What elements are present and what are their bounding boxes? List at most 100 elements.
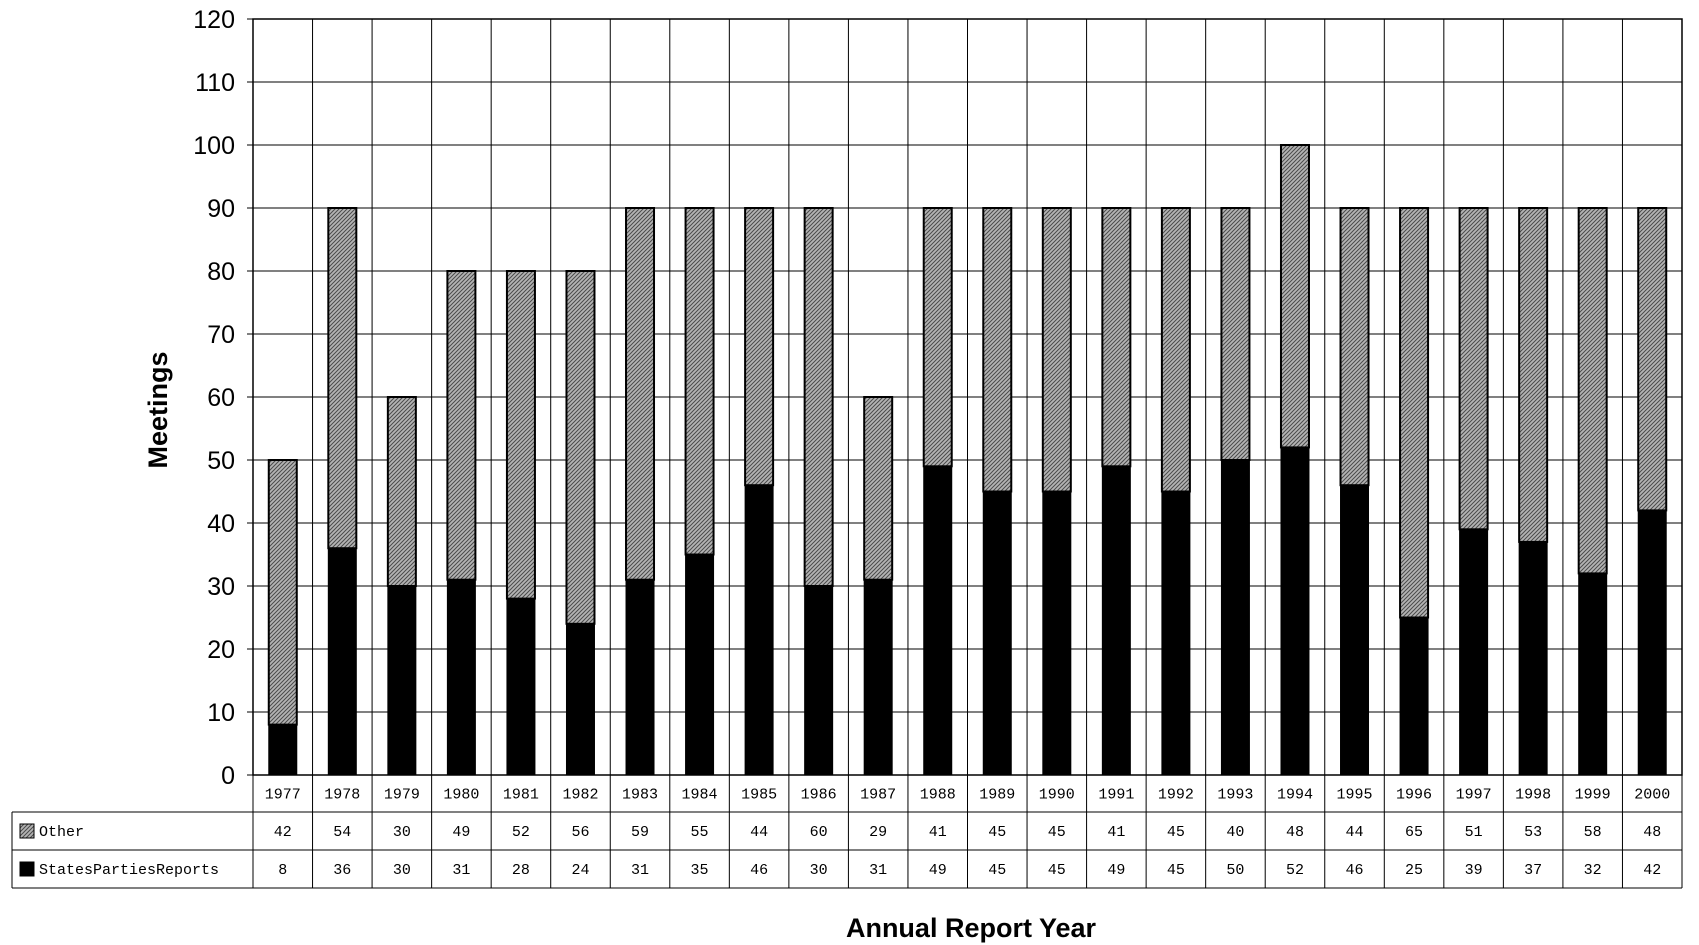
data-label: 60 (810, 824, 828, 841)
y-tick-label: 110 (195, 69, 235, 97)
bar-other-1979 (386, 396, 417, 587)
bar-states-parties-reports-1989 (982, 491, 1012, 776)
bar-other-1998 (1518, 207, 1549, 543)
data-label: 29 (869, 824, 887, 841)
data-label: 30 (393, 862, 411, 879)
bar-other-1978 (327, 207, 358, 550)
y-tick-label: 30 (207, 573, 235, 601)
data-label: 42 (274, 824, 292, 841)
x-tick-label: 1977 (265, 787, 301, 804)
bar-states-parties-reports-1986 (804, 585, 834, 776)
data-label: 49 (1107, 862, 1125, 879)
x-tick-label: 1987 (860, 787, 896, 804)
data-label: 51 (1465, 824, 1483, 841)
data-label: 31 (452, 862, 470, 879)
x-axis-title: Annual Report Year (846, 913, 1097, 943)
bar-other-1988 (922, 207, 953, 468)
bar-other-1985 (744, 207, 775, 487)
y-tick-label: 10 (207, 699, 235, 727)
data-label: 36 (333, 862, 351, 879)
data-label: 48 (1286, 824, 1304, 841)
x-tick-label: 2000 (1634, 787, 1670, 804)
y-tick-label: 120 (193, 6, 235, 34)
bar-states-parties-reports-1984 (685, 554, 715, 776)
data-label: 65 (1405, 824, 1423, 841)
data-label: 56 (571, 824, 589, 841)
bars (267, 144, 1668, 776)
x-tick-label: 1989 (979, 787, 1015, 804)
data-label: 53 (1524, 824, 1542, 841)
data-label: 48 (1643, 824, 1661, 841)
data-label: 24 (571, 862, 589, 879)
data-label: 30 (810, 862, 828, 879)
bar-other-1990 (1041, 207, 1072, 493)
data-label: 39 (1465, 862, 1483, 879)
data-label: 31 (631, 862, 649, 879)
bar-states-parties-reports-1990 (1042, 491, 1072, 776)
x-tick-label: 1979 (384, 787, 420, 804)
bar-other-1996 (1399, 207, 1430, 619)
x-tick-label: 1982 (562, 787, 598, 804)
data-table: 1977 1978 1979 1980 1981 1982 1983 1984 1985 1986… (11, 775, 1682, 889)
bar-states-parties-reports-1987 (863, 579, 893, 776)
bar-states-parties-reports-1979 (387, 585, 417, 776)
bar-states-parties-reports-1992 (1161, 491, 1191, 776)
x-tick-label: 1983 (622, 787, 658, 804)
legend-swatch (19, 861, 35, 877)
x-tick-label: 1999 (1575, 787, 1611, 804)
bar-other-1997 (1458, 207, 1489, 531)
bar-states-parties-reports-1980 (446, 579, 476, 776)
bar-states-parties-reports-1998 (1518, 541, 1548, 776)
x-tick-label: 1988 (920, 787, 956, 804)
bar-other-1984 (684, 207, 715, 556)
bar-other-1977 (267, 459, 298, 726)
x-tick-label: 1994 (1277, 787, 1313, 804)
gridlines (252, 18, 1683, 888)
data-label: 45 (1167, 862, 1185, 879)
y-tick-label: 60 (207, 384, 235, 412)
bar-other-1993 (1220, 207, 1251, 461)
data-label: 44 (1346, 824, 1364, 841)
y-tick-label: 40 (207, 510, 235, 538)
x-tick-label: 1991 (1098, 787, 1134, 804)
bar-other-1995 (1339, 207, 1370, 487)
data-label: 45 (1048, 862, 1066, 879)
bar-other-1992 (1160, 207, 1191, 493)
data-label: 46 (750, 862, 768, 879)
x-tick-label: 1978 (324, 787, 360, 804)
data-label: 45 (1167, 824, 1185, 841)
data-label: 45 (988, 862, 1006, 879)
data-label: 25 (1405, 862, 1423, 879)
bar-other-1994 (1279, 144, 1310, 449)
y-axis: 0 10 20 30 40 50 60 70 80 90 100 110 120 (193, 6, 253, 790)
bar-other-1986 (803, 207, 834, 587)
x-tick-label: 1997 (1456, 787, 1492, 804)
bar-states-parties-reports-1997 (1459, 528, 1489, 776)
y-axis-title: Meetings (143, 351, 173, 468)
data-label: 50 (1226, 862, 1244, 879)
data-label: 49 (452, 824, 470, 841)
y-tick-label: 50 (207, 447, 235, 475)
x-tick-label: 1996 (1396, 787, 1432, 804)
bar-other-1980 (446, 270, 477, 581)
bar-other-1981 (505, 270, 536, 600)
x-tick-label: 1984 (682, 787, 718, 804)
data-label: 41 (929, 824, 947, 841)
data-label: 40 (1226, 824, 1244, 841)
bar-states-parties-reports-1978 (327, 547, 357, 776)
data-label: 32 (1584, 862, 1602, 879)
data-label: 54 (333, 824, 351, 841)
bar-other-1991 (1101, 207, 1132, 468)
y-tick-label: 90 (207, 195, 235, 223)
data-label: 45 (988, 824, 1006, 841)
bar-other-1989 (982, 207, 1013, 493)
x-tick-label: 1980 (443, 787, 479, 804)
data-label: 45 (1048, 824, 1066, 841)
data-label: 30 (393, 824, 411, 841)
data-label: 49 (929, 862, 947, 879)
y-tick-label: 70 (207, 321, 235, 349)
x-tick-label: 1990 (1039, 787, 1075, 804)
y-tick-label: 0 (221, 762, 235, 790)
legend-swatch (19, 823, 35, 839)
